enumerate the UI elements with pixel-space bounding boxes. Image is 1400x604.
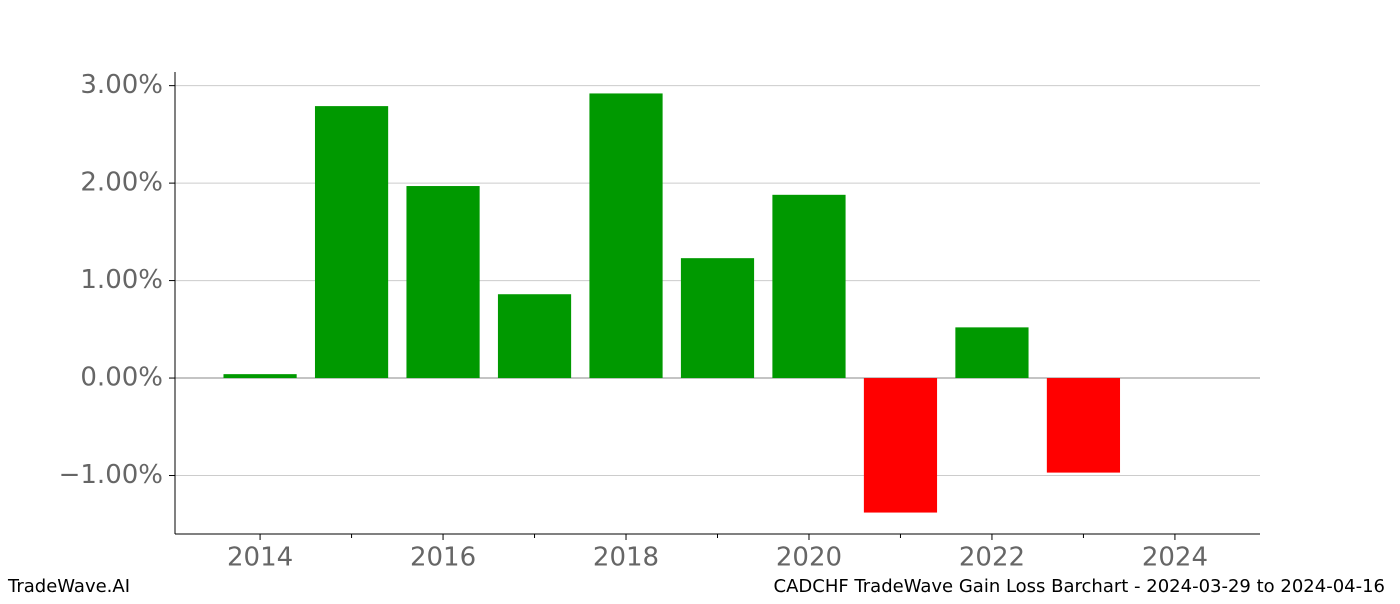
bar <box>863 378 938 513</box>
chart-title: CADCHF TradeWave Gain Loss Barchart - 20… <box>774 576 1385 597</box>
brand: TradeWave.AI <box>7 576 130 597</box>
y-tick-label: 3.00% <box>80 70 163 100</box>
x-tick-label: 2016 <box>410 543 476 573</box>
bar <box>497 294 572 379</box>
x-tick-label: 2024 <box>1142 543 1208 573</box>
bar <box>223 374 297 379</box>
x-tick-label: 2014 <box>227 543 293 573</box>
x-tick-label: 2020 <box>776 543 842 573</box>
y-tick-label: 1.00% <box>80 265 163 295</box>
bar <box>589 93 663 379</box>
y-tick-label: 0.00% <box>80 363 163 393</box>
bar <box>1046 378 1121 473</box>
bar <box>406 186 480 379</box>
x-tick-label: 2022 <box>959 543 1025 573</box>
y-tick-label: 2.00% <box>80 168 163 198</box>
bar <box>772 194 846 379</box>
bar <box>680 258 755 379</box>
bar <box>955 327 1029 379</box>
x-tick-label: 2018 <box>593 543 659 573</box>
bar <box>314 106 389 379</box>
y-tick-label: −1.00% <box>59 460 163 490</box>
